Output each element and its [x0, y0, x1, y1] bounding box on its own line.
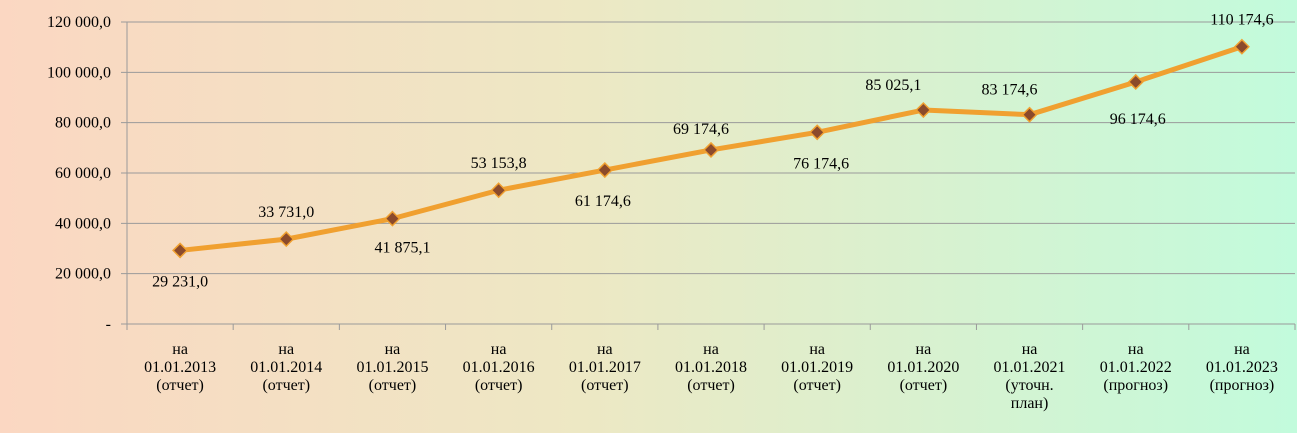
x-tick-label-line: на: [491, 341, 507, 358]
x-tick-label-line: 01.01.2016: [463, 359, 535, 376]
y-tick-label: 60 000,0: [55, 165, 111, 182]
data-label: 41 875,1: [374, 240, 430, 257]
x-tick-label-line: (отчет): [900, 377, 948, 394]
data-label: 96 174,6: [1110, 111, 1166, 128]
data-label: 85 025,1: [865, 77, 921, 94]
x-tick-label-line: на: [809, 341, 825, 358]
x-tick-label-line: на: [278, 341, 294, 358]
x-tick-label-line: (отчет): [793, 377, 841, 394]
x-tick-label-line: 01.01.2020: [887, 359, 959, 376]
x-tick-label: на 01.01.2018 (отчет): [675, 341, 747, 394]
data-label: 29 231,0: [152, 273, 208, 290]
x-tick-label-line: на: [1128, 341, 1144, 358]
marker: [1021, 106, 1038, 123]
x-tick-label-line: (отчет): [262, 377, 310, 394]
x-tick-label-line: на: [1022, 341, 1038, 358]
marker: [1233, 38, 1250, 55]
x-tick-label-line: (отчет): [475, 377, 523, 394]
x-tick-label-line: 01.01.2013: [144, 359, 216, 376]
data-label: 33 731,0: [258, 204, 314, 221]
x-tick-label-line: (отчет): [581, 377, 629, 394]
x-tick-label-line: (отчет): [369, 377, 417, 394]
data-label: 76 174,6: [793, 155, 849, 172]
x-tick-label: на 01.01.2015 (отчет): [356, 341, 428, 394]
x-tick-label: на 01.01.2023 (прогноз): [1206, 341, 1278, 394]
x-tick-label-line: (прогноз): [1210, 377, 1275, 394]
y-tick-label: -: [106, 316, 111, 333]
x-tick-label: на 01.01.2014 (отчет): [250, 341, 322, 394]
y-tick-label: 80 000,0: [55, 115, 111, 132]
y-tick-label: 100 000,0: [47, 64, 111, 81]
x-tick-label-line: 01.01.2017: [569, 359, 641, 376]
x-tick-label-line: 01.01.2019: [781, 359, 853, 376]
marker: [702, 141, 720, 158]
x-tick-label-line: на: [916, 341, 932, 358]
marker: [490, 182, 507, 199]
x-tick-label-line: на: [1234, 341, 1250, 358]
data-label: 61 174,6: [575, 193, 631, 210]
x-tick-label-line: (уточн.: [1005, 377, 1053, 394]
x-tick-label-line: 01.01.2015: [356, 359, 428, 376]
x-tick-label-line: (прогноз): [1103, 377, 1168, 394]
x-tick-label-line: 01.01.2022: [1100, 359, 1172, 376]
x-tick-label-line: на: [703, 341, 719, 358]
x-tick-label-line: на: [385, 341, 401, 358]
x-tick-label: на 01.01.2020 (отчет): [887, 341, 959, 394]
x-tick-label: на 01.01.2017 (отчет): [569, 341, 641, 394]
x-tick-label-line: на: [172, 341, 188, 358]
marker: [172, 242, 189, 259]
marker: [915, 101, 932, 119]
marker: [596, 161, 613, 179]
x-tick-label-line: 01.01.2014: [250, 359, 322, 376]
marker: [809, 124, 826, 141]
x-tick-label-line: (отчет): [687, 377, 735, 394]
x-tick-label: на 01.01.2022 (прогноз): [1100, 341, 1172, 394]
y-tick-label: 40 000,0: [55, 215, 111, 232]
marker: [384, 210, 401, 227]
x-tick-label-line: на: [597, 341, 613, 358]
y-tick-label: 20 000,0: [55, 266, 111, 283]
data-label: 110 174,6: [1210, 12, 1273, 29]
x-tick-label: на 01.01.2021 (уточн. план): [994, 341, 1066, 412]
y-tick-label: 120 000,0: [47, 14, 111, 31]
data-label: 83 174,6: [982, 82, 1038, 99]
x-tick-label-line: 01.01.2018: [675, 359, 747, 376]
x-tick-label: на 01.01.2013 (отчет): [144, 341, 216, 394]
x-tick-label: на 01.01.2019 (отчет): [781, 341, 853, 394]
x-tick-label-line: план): [1011, 395, 1049, 412]
marker: [278, 231, 295, 248]
x-tick-label-line: (отчет): [156, 377, 204, 394]
marker: [1127, 73, 1144, 91]
x-tick-label: на 01.01.2016 (отчет): [463, 341, 535, 394]
data-label: 69 174,6: [673, 121, 729, 138]
x-tick-label-line: 01.01.2021: [994, 359, 1066, 376]
x-tick-label-line: 01.01.2023: [1206, 359, 1278, 376]
data-label: 53 153,8: [471, 155, 527, 172]
